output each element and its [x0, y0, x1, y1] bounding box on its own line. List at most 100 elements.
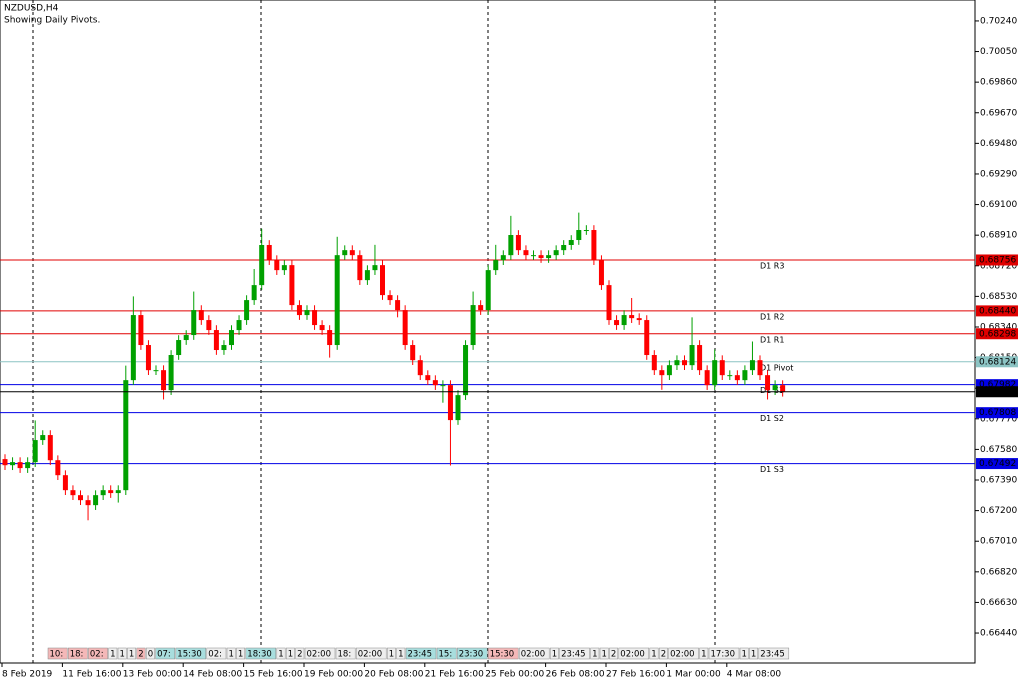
- event-text: 15:: [439, 650, 453, 660]
- candle-body: [674, 360, 680, 366]
- candle-body: [576, 230, 582, 241]
- candle-body: [772, 385, 778, 391]
- event-badge: [739, 647, 749, 660]
- x-tick-label: 15 Feb 16:00: [244, 670, 303, 680]
- event-badge: [117, 647, 127, 660]
- candle-body: [727, 375, 733, 377]
- event-text: 02:: [90, 650, 104, 660]
- event-badge: [405, 647, 437, 660]
- candle-body: [115, 490, 121, 494]
- candle-body: [417, 360, 423, 376]
- event-badge: [285, 647, 295, 660]
- candle-body: [621, 315, 627, 326]
- candle-body: [236, 320, 242, 331]
- y-tick-label: 0.66630: [980, 598, 1017, 608]
- candle-body: [500, 255, 506, 261]
- event-text: 1: [129, 650, 134, 660]
- event-text: 1: [651, 650, 656, 660]
- event-text: 0: [148, 650, 153, 660]
- candle-body: [349, 250, 355, 256]
- candle-body: [523, 250, 529, 256]
- candle-body: [538, 255, 544, 259]
- candle-body: [266, 245, 272, 261]
- event-text: 02:00: [670, 650, 695, 660]
- event-text: 07:: [157, 650, 171, 660]
- event-text: 2: [611, 650, 616, 660]
- event-text: 1: [120, 650, 125, 660]
- candle-body: [485, 270, 491, 311]
- pivot-box: [976, 379, 1018, 391]
- y-tick-label: 0.69480: [980, 139, 1017, 149]
- candle-body: [432, 380, 438, 386]
- event-badge: [127, 647, 137, 660]
- x-tick-label: 21 Feb 16:00: [425, 670, 484, 680]
- candle-body: [312, 310, 318, 326]
- pivot-name: D1 S1: [760, 386, 784, 395]
- candle-body: [583, 230, 589, 232]
- pivot-box: [976, 305, 1018, 317]
- candle-body: [734, 375, 740, 381]
- event-badge: [206, 647, 227, 660]
- candle-body: [213, 330, 219, 351]
- event-text: 1: [110, 650, 115, 660]
- period-separators: [32, 0, 716, 663]
- candle-body: [17, 462, 23, 469]
- y-tick-label: 0.67770: [980, 414, 1017, 424]
- candle-body: [244, 300, 250, 321]
- candle-body: [327, 330, 333, 346]
- event-text: 18:: [70, 650, 84, 660]
- event-badge: [245, 647, 277, 660]
- pivot-box: [976, 356, 1018, 368]
- candle-body: [364, 270, 370, 281]
- candle-body: [402, 310, 408, 346]
- candle-body: [55, 460, 61, 476]
- event-text: 10:: [50, 650, 64, 660]
- pivot-value: 0.68124: [979, 357, 1016, 367]
- event-badge: [549, 647, 559, 660]
- event-badge: [295, 647, 305, 660]
- candle-body: [508, 235, 514, 256]
- candle-body: [78, 495, 83, 501]
- y-tick-label: 0.69860: [980, 78, 1017, 88]
- x-tick-label: 1 Mar 00:00: [666, 670, 721, 680]
- candle-body: [629, 315, 635, 319]
- pivot-name: D1 R2: [760, 312, 784, 321]
- event-text: 1: [751, 650, 756, 660]
- event-badge: [304, 647, 336, 660]
- event-text: 1: [742, 650, 747, 660]
- event-badge: [518, 647, 550, 660]
- candle-body: [32, 440, 38, 463]
- candle-body: [145, 345, 151, 371]
- pivot-name: D1 S2: [760, 414, 784, 423]
- event-badge: [699, 647, 709, 660]
- candle-body: [357, 255, 363, 281]
- candle-body: [614, 320, 620, 326]
- event-text: 02:00: [620, 650, 645, 660]
- candle-body: [168, 355, 174, 391]
- pivot-name: D1 Pivot: [760, 363, 793, 372]
- event-text: 1: [288, 650, 293, 660]
- event-badge: [236, 647, 246, 660]
- candle-body: [666, 365, 672, 376]
- candle-body: [138, 315, 144, 346]
- event-text: 1: [602, 650, 607, 660]
- pivot-box: [976, 328, 1018, 340]
- event-text: 23:45: [408, 650, 433, 660]
- candle-body: [410, 345, 416, 361]
- event-text: 1: [389, 650, 394, 660]
- candle-body: [183, 335, 189, 341]
- candle-body: [447, 385, 453, 421]
- candle-body: [2, 459, 8, 466]
- event-badge: [599, 647, 609, 660]
- event-text: 02:00: [521, 650, 546, 660]
- pivot-value: 0.68756: [979, 255, 1016, 265]
- candle-body: [780, 385, 786, 392]
- event-text: 23:45: [760, 650, 785, 660]
- x-tick-label: 25 Feb 00:00: [485, 670, 544, 680]
- event-text: 2: [661, 650, 666, 660]
- candle-body: [93, 495, 99, 506]
- candle-body: [342, 250, 348, 256]
- pivot-value: 0.67808: [979, 408, 1016, 418]
- candle-body: [229, 330, 234, 346]
- event-text: 1: [592, 650, 597, 660]
